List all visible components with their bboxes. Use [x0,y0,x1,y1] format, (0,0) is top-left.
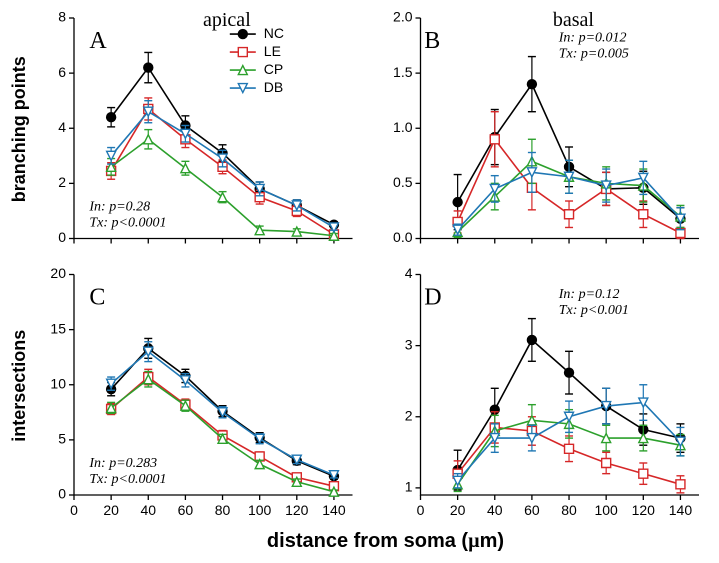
ytick-label: 2 [405,407,413,423]
panel-A-stat-1: Tx: p<0.0001 [89,215,166,230]
ytick-label: 6 [58,64,66,80]
figure-svg: apical basal branching points intersections… [0,0,719,563]
ytick-label: 4 [405,265,413,281]
ytick-label: 0.5 [393,174,413,190]
panel-letter-D: D [424,285,441,311]
panel-B-stat-0: In: p=0.012 [558,30,627,45]
xtick-label: 140 [669,502,693,518]
ytick-label: 0 [58,229,66,245]
panel-C-stat-1: Tx: p<0.0001 [89,472,166,487]
xtick-label: 20 [450,502,466,518]
panel-letter-C: C [89,285,105,311]
xtick-label: 120 [285,502,309,518]
ytick-label: 1 [405,479,413,495]
panel-letter-A: A [89,28,107,54]
panel-B: 0.0 0.5 1.0 1.5 2.0 B In: p=0.012Tx: p=0.005 [393,9,699,246]
y-axis-title-bottom: intersections [9,330,29,442]
col-title-apical: apical [203,9,251,31]
xtick-label: 60 [178,502,194,518]
ytick-label: 3 [405,336,413,352]
panel-C-stat-0: In: p=0.283 [88,456,157,471]
panel-D-stat-1: Tx: p<0.001 [559,303,629,318]
xtick-label: 100 [594,502,618,518]
panel-D-stat-0: In: p=0.12 [558,287,620,302]
col-title-basal: basal [553,9,595,31]
ytick-label: 2.0 [393,9,413,25]
xtick-label: 80 [215,502,231,518]
xtick-label: 80 [561,502,577,518]
figure: apical basal branching points intersections… [0,0,719,563]
panel-D: 1234020406080100120140DIn: p=0.12Tx: p<0… [405,265,699,518]
panel-A-stat-0: In: p=0.28 [88,199,150,214]
ytick-label: 8 [58,9,66,25]
panel-C: 0 5 10 15 20 0 20 40 60 80 100 120 140 C In: p=0.283Tx… [50,265,352,518]
ytick-label: 2 [58,174,66,190]
ytick-label: 1.5 [393,64,413,80]
panel-A: 0 2 4 6 8 A In: p=0.28Tx: p<0.0001 [58,9,352,246]
ytick-label: 10 [50,375,66,391]
xtick-label: 20 [103,502,119,518]
xtick-label: 0 [70,502,78,518]
ytick-label: 20 [50,265,66,281]
xtick-label: 40 [140,502,156,518]
xtick-label: 60 [524,502,540,518]
xtick-label: 40 [487,502,503,518]
ytick-label: 1.0 [393,119,413,135]
xtick-label: 0 [417,502,425,518]
xtick-label: 140 [322,502,346,518]
legend-label-LE: LE [264,43,281,59]
panel-letter-B: B [424,28,440,54]
ytick-label: 15 [50,320,66,336]
legend: NC LE CP DB [230,25,284,95]
y-axis-title-top: branching points [9,56,29,202]
ytick-label: 5 [58,431,66,447]
xtick-label: 120 [632,502,656,518]
panel-B-stat-1: Tx: p=0.005 [559,46,629,61]
xtick-label: 100 [248,502,272,518]
ytick-label: 0.0 [393,229,413,245]
x-axis-title: distance from soma (µm) [267,530,504,552]
legend-label-CP: CP [264,61,283,77]
legend-label-DB: DB [264,79,283,95]
ytick-label: 0 [58,486,66,502]
legend-label-NC: NC [264,25,284,41]
ytick-label: 4 [58,119,66,135]
